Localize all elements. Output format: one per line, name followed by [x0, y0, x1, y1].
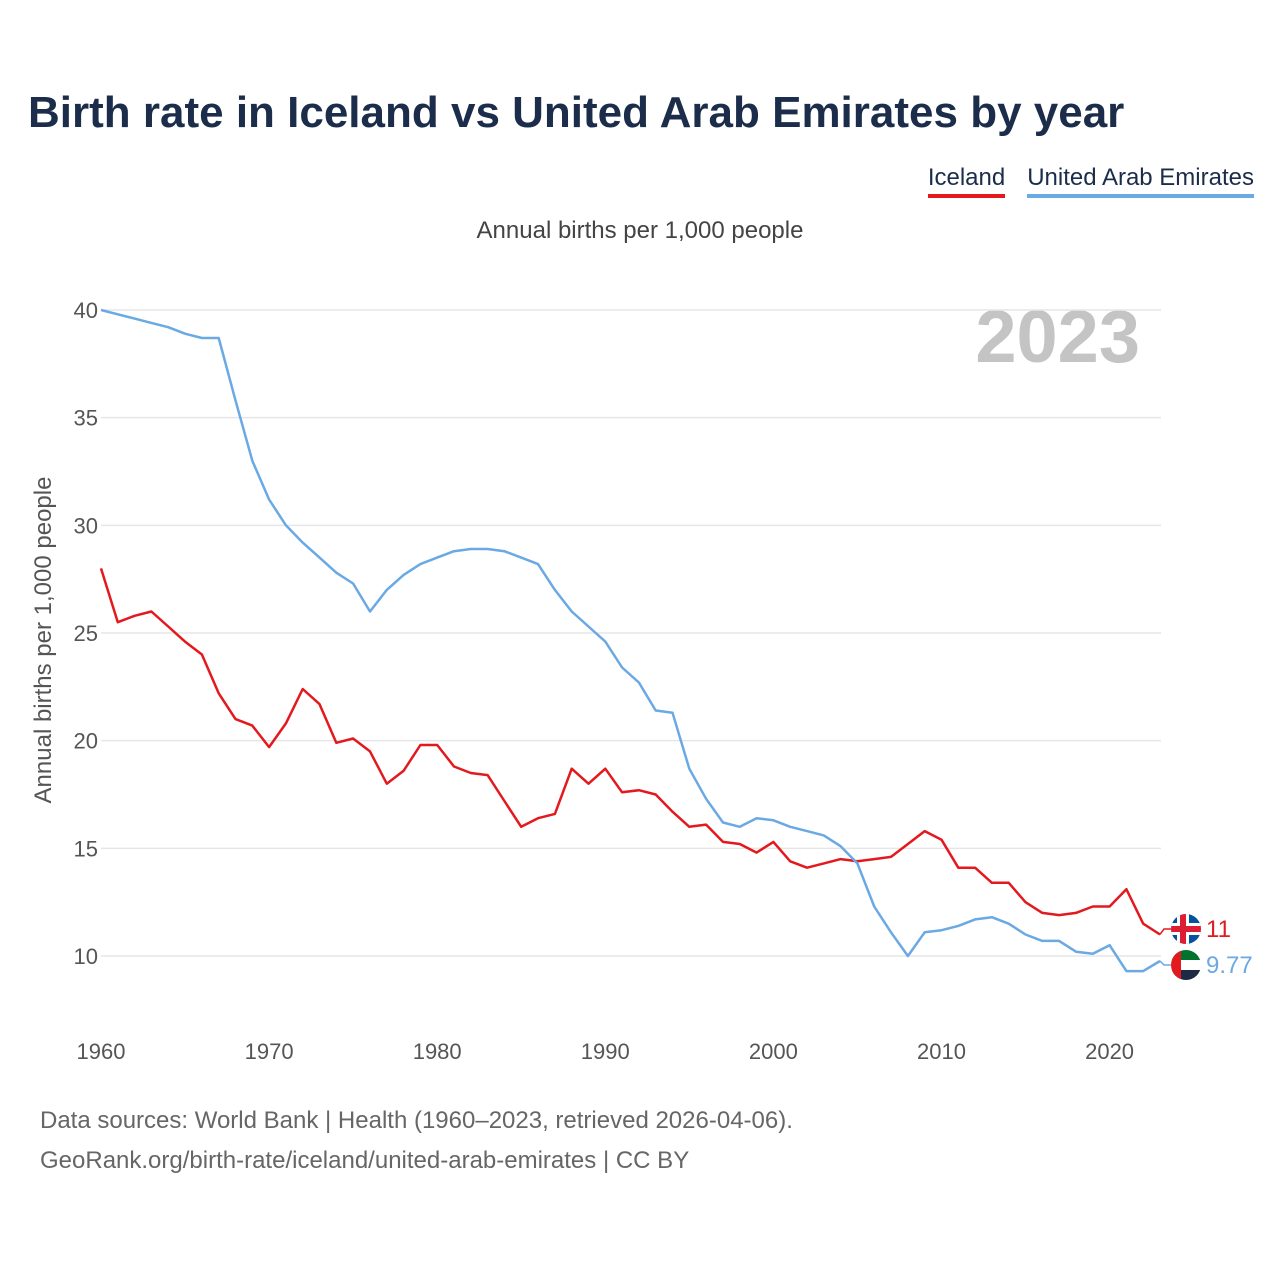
end-label-connector [1159, 960, 1171, 966]
source-link[interactable]: GeoRank.org/birth-rate/iceland/united-ar… [40, 1147, 690, 1174]
x-tick-label: 1960 [77, 1039, 126, 1064]
end-value-label-iceland: 11 [1206, 916, 1231, 943]
series-line-iceland[interactable] [99, 568, 1161, 936]
source-note: Data sources: World Bank | Health (1960–… [40, 1107, 793, 1134]
y-tick-label: 20 [74, 729, 98, 754]
end-value-label-united-arab-emirates: 9.77 [1206, 952, 1253, 979]
x-tick-label: 1970 [245, 1039, 294, 1064]
series-line-united-arab-emirates[interactable] [100, 308, 1161, 973]
x-tick-label: 2010 [917, 1039, 966, 1064]
iceland-flag-icon [1171, 914, 1201, 944]
legend-item-iceland[interactable]: Iceland [927, 164, 1006, 198]
y-tick-label: 15 [74, 836, 98, 861]
end-label-connector [1159, 928, 1171, 935]
legend-item-united-arab-emirates[interactable]: United Arab Emirates [1027, 164, 1254, 198]
y-tick-label: 25 [74, 621, 98, 646]
legend: Iceland United Arab Emirates [927, 164, 1254, 198]
chart-subtitle: Annual births per 1,000 people [476, 217, 804, 244]
y-tick-label: 10 [74, 944, 98, 969]
uae-flag-icon [1171, 950, 1201, 980]
x-tick-label: 1980 [413, 1039, 462, 1064]
year-display: 2023 [975, 295, 1140, 378]
y-tick-label: 35 [74, 406, 98, 431]
x-tick-label: 1990 [581, 1039, 630, 1064]
y-tick-label: 40 [74, 298, 98, 323]
chart-title: Birth rate in Iceland vs United Arab Emi… [28, 88, 1125, 137]
x-tick-label: 2000 [749, 1039, 798, 1064]
y-tick-label: 30 [74, 513, 98, 538]
x-tick-label: 2020 [1085, 1039, 1134, 1064]
